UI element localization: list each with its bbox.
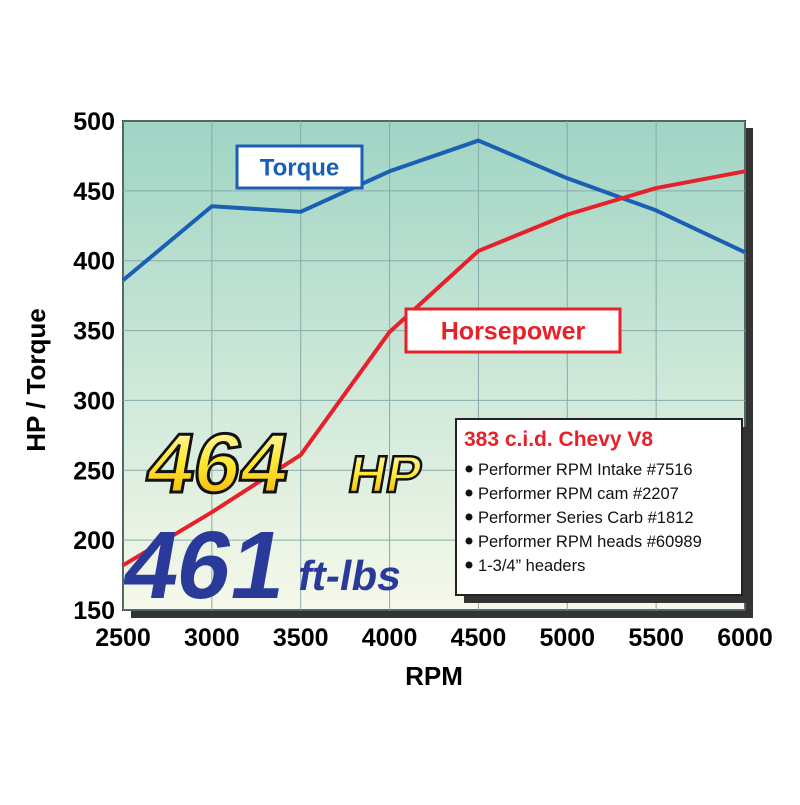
hp-value: 464: [140, 416, 297, 510]
legend-label: Torque: [260, 155, 340, 182]
line-series: [121, 169, 746, 568]
hp-callout: 464 HP: [139, 414, 428, 511]
spec-item: Performer Series Carb #1812: [478, 509, 694, 527]
y-tick-label: 200: [73, 527, 115, 555]
bullet: [465, 513, 473, 521]
spec-box: [455, 418, 743, 596]
y-tick-label: 350: [73, 318, 115, 346]
bullet: [465, 489, 473, 497]
legend-box: [404, 307, 622, 354]
legend-label: Horsepower: [441, 318, 586, 346]
spec-item: Performer RPM Intake #7516: [478, 461, 693, 479]
spec-item: 1-3/4” headers: [478, 557, 585, 575]
y-tick-label: 150: [73, 597, 115, 625]
torque-value: 461: [116, 511, 295, 619]
y-tick-label: 250: [73, 457, 115, 485]
legend-box: [235, 144, 364, 190]
x-tick-label: 4500: [451, 624, 507, 652]
x-tick-label: 5500: [628, 624, 684, 652]
x-tick-label: 4000: [362, 624, 418, 652]
y-axis-label: HP / Torque: [21, 308, 51, 452]
spec-title: 383 c.i.d. Chevy V8: [464, 428, 653, 451]
x-axis-label: RPM: [405, 661, 463, 691]
x-tick-label: 2500: [95, 624, 151, 652]
x-tick-label: 5000: [539, 624, 595, 652]
torque-unit: ft-lbs: [294, 552, 405, 599]
x-tick-label: 6000: [717, 624, 773, 652]
bullet: [465, 465, 473, 473]
x-tick-label: 3000: [184, 624, 240, 652]
spec-item: Performer RPM cam #2207: [478, 485, 679, 503]
spec-item: Performer RPM heads #60989: [478, 533, 702, 551]
y-tick-label: 500: [73, 108, 115, 136]
torque-callout: 461 ft-lbs: [116, 511, 405, 619]
y-tick-label: 450: [73, 178, 115, 206]
bullet: [465, 537, 473, 545]
y-tick-label: 400: [73, 248, 115, 276]
hp-unit: HP: [344, 446, 426, 504]
line-series: [121, 138, 746, 282]
y-tick-label: 300: [73, 387, 115, 415]
bullet: [465, 561, 473, 569]
x-tick-label: 3500: [273, 624, 329, 652]
